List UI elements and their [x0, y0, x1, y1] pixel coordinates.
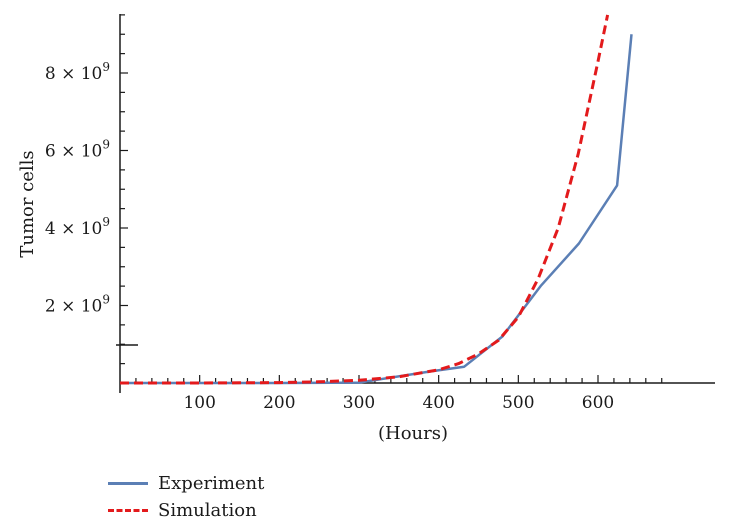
x-tick-label: 100	[183, 393, 215, 413]
series-group	[120, 14, 633, 385]
x-axis-label: (Hours)	[378, 423, 448, 444]
y-tick-label: 2 × 109	[45, 293, 110, 317]
y-tick-label: 8 × 109	[45, 60, 110, 84]
line-chart: 100 200 300 400 500 600 2 × 109 4 × 109 6 × 109…	[17, 14, 715, 444]
legend-item-simulation: Simulation	[108, 497, 264, 524]
series-line-simulation	[120, 14, 610, 385]
legend-swatch-experiment	[108, 482, 148, 485]
x-tick-label: 500	[502, 393, 534, 413]
legend-label-experiment: Experiment	[158, 473, 265, 494]
y-tick-label: 6 × 109	[45, 138, 110, 162]
y-tick-label: 4 × 109	[45, 215, 110, 239]
x-axis-ticks: 100 200 300 400 500 600	[135, 375, 663, 413]
legend-label-simulation: Simulation	[158, 500, 257, 521]
legend: Experiment Simulation	[108, 470, 264, 524]
series-line-experiment	[120, 34, 633, 385]
y-axis-label: Tumor cells	[17, 150, 38, 257]
x-tick-label: 200	[263, 393, 295, 413]
x-tick-label: 300	[343, 393, 375, 413]
x-tick-label: 600	[582, 393, 614, 413]
x-tick-label: 400	[422, 393, 454, 413]
legend-swatch-simulation	[108, 509, 148, 512]
y-axis-ticks: 2 × 109 4 × 109 6 × 109 8 × 109	[45, 14, 128, 365]
legend-item-experiment: Experiment	[108, 470, 264, 497]
